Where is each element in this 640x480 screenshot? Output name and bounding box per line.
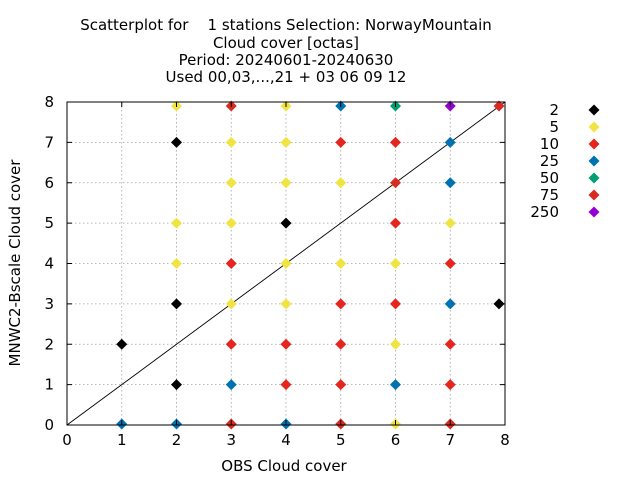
chart-title-line-4: Used 00,03,...,21 + 03 06 09 12 <box>165 68 407 86</box>
legend-label: 2 <box>549 101 559 119</box>
legend-label: 250 <box>530 203 559 221</box>
chart-title-line-1: Scatterplot for 1 stations Selection: No… <box>80 16 492 34</box>
legend-marker-5 <box>588 121 600 133</box>
y-tick-label: 2 <box>44 335 54 353</box>
scatter-point-10 <box>335 298 347 310</box>
scatter-point-10 <box>280 379 292 391</box>
y-tick-label: 8 <box>44 93 54 111</box>
scatter-point-25 <box>444 177 456 189</box>
points-layer <box>116 100 505 430</box>
scatter-point-10 <box>225 338 237 350</box>
legend-label: 10 <box>540 135 559 153</box>
legend-marker-50 <box>588 172 600 184</box>
scatter-point-75 <box>390 177 401 189</box>
scatter-point-10 <box>444 258 456 269</box>
scatter-point-5 <box>280 258 292 269</box>
x-tick-label: 0 <box>62 431 72 449</box>
scatter-point-5 <box>225 217 237 229</box>
x-tick-label: 2 <box>172 431 182 449</box>
legend-marker-250 <box>588 206 600 218</box>
y-axis-label: MNWC2-Bscale Cloud cover <box>6 159 24 367</box>
y-tick-label: 5 <box>44 214 54 232</box>
legend-marker-75 <box>588 189 600 201</box>
x-tick-label: 8 <box>500 431 510 449</box>
scatter-point-10 <box>335 379 347 391</box>
legend-marker-25 <box>588 155 600 167</box>
scatter-point-10 <box>444 338 456 350</box>
scatter-point-5 <box>280 298 292 310</box>
scatter-point-5 <box>280 136 292 148</box>
scatter-point-5 <box>444 217 456 229</box>
scatter-point-2 <box>171 136 182 148</box>
scatter-point-2 <box>171 298 182 310</box>
scatter-point-25 <box>390 379 401 391</box>
scatter-point-2 <box>493 298 505 310</box>
x-tick-label: 6 <box>391 431 401 449</box>
scatter-point-10 <box>444 379 456 391</box>
scatter-point-5 <box>171 258 182 269</box>
y-tick-label: 1 <box>44 376 54 394</box>
scatter-point-5 <box>335 258 347 269</box>
scatter-point-2 <box>171 379 182 391</box>
legend-label: 25 <box>540 152 559 170</box>
scatter-point-10 <box>390 136 401 148</box>
x-tick-label: 1 <box>117 431 127 449</box>
scatter-point-5 <box>390 258 401 269</box>
chart-title-line-2: Cloud cover [octas] <box>212 34 360 52</box>
scatter-point-5 <box>335 177 347 189</box>
x-tick-label: 7 <box>445 431 455 449</box>
scatter-point-25 <box>225 379 237 391</box>
y-tick-label: 7 <box>44 133 54 151</box>
ticks-layer: 0 1 2 3 4 5 6 7 8 0 1 2 3 4 5 6 7 8 <box>44 93 509 449</box>
x-tick-label: 3 <box>226 431 236 449</box>
y-tick-label: 4 <box>44 255 54 273</box>
scatter-point-10 <box>335 338 347 350</box>
scatter-point-75 <box>493 100 505 112</box>
scatter-point-2 <box>116 338 128 350</box>
scatter-point-5 <box>280 177 292 189</box>
y-tick-label: 6 <box>44 174 54 192</box>
scatter-point-10 <box>390 217 401 229</box>
legend-label: 50 <box>540 169 559 187</box>
legend-label: 5 <box>549 118 559 136</box>
x-tick-label: 5 <box>336 431 346 449</box>
scatter-point-5 <box>225 136 237 148</box>
scatter-point-2 <box>280 217 292 229</box>
scatter-point-10 <box>335 136 347 148</box>
scatter-point-5 <box>390 338 401 350</box>
scatter-point-25 <box>444 298 456 310</box>
legend-marker-2 <box>588 104 600 116</box>
scatter-point-5 <box>225 177 237 189</box>
scatter-point-5 <box>225 298 237 310</box>
x-tick-label: 4 <box>281 431 291 449</box>
scatter-point-10 <box>225 258 237 269</box>
scatter-point-25 <box>444 136 456 148</box>
x-axis-label: OBS Cloud cover <box>221 457 347 475</box>
scatter-point-10 <box>390 298 401 310</box>
chart-title-line-3: Period: 20240601-20240630 <box>178 51 394 69</box>
legend-label: 75 <box>540 186 559 204</box>
scatter-point-5 <box>171 217 182 229</box>
y-tick-label: 3 <box>44 295 54 313</box>
y-tick-label: 0 <box>44 416 54 434</box>
scatter-point-10 <box>280 338 292 350</box>
legend-marker-10 <box>588 138 600 150</box>
